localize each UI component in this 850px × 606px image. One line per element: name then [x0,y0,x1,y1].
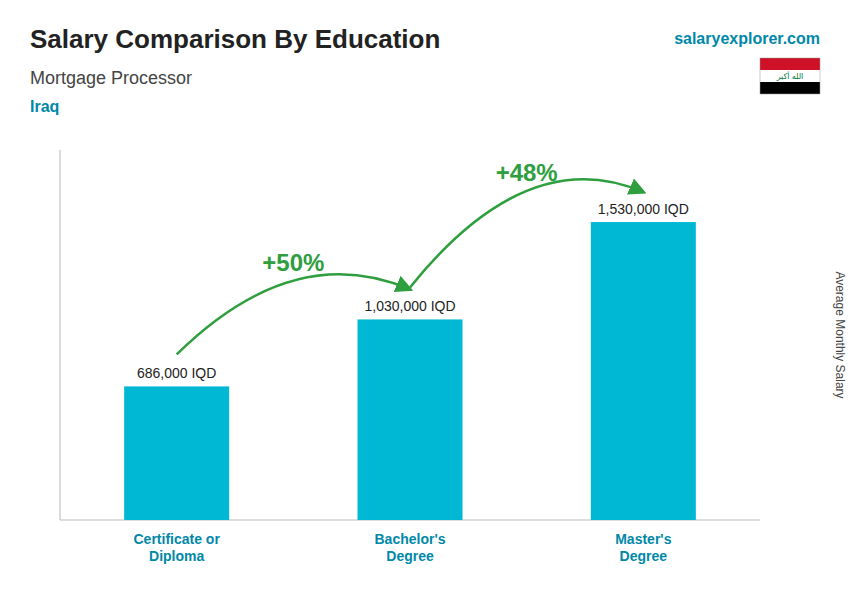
growth-arrow [410,179,643,287]
flag-text: الله أكبر [776,71,804,81]
growth-arrow [177,274,410,354]
bar [124,386,229,520]
flag: الله أكبر [760,58,820,94]
x-tick-label-line: Degree [620,548,668,564]
x-tick-label: Certificate orDiploma [133,531,220,564]
data-label: 1,030,000 IQD [364,298,455,314]
flag-border [760,58,820,94]
flag-stripe [760,82,820,94]
annotation: +48% [496,159,558,186]
data-label: 686,000 IQD [137,365,216,381]
x-tick-label-line: Degree [386,548,434,564]
x-tick-label-line: Certificate or [133,531,220,547]
title: Salary Comparison By Education [30,24,440,54]
bars [124,222,696,520]
x-tick-label-line: Diploma [149,548,204,564]
y-axis-line [60,150,61,520]
flag-stripe [760,58,820,70]
x-tick-label: Bachelor'sDegree [374,531,445,564]
source: salaryexplorer.com [674,30,820,47]
x-tick-label-line: Bachelor's [374,531,445,547]
country: Iraq [30,98,59,115]
y-axis-label: Average Monthly Salary [833,271,847,398]
x-tick-label-line: Master's [615,531,671,547]
flag-stripe [760,70,820,82]
bar [591,222,696,520]
annotation: +50% [262,249,324,276]
bar [358,319,463,520]
subtitle: Mortgage Processor [30,68,192,88]
chart: Salary Comparison By Education Mortgage P… [0,0,850,606]
x-tick-label: Master'sDegree [615,531,671,564]
data-label: 1,530,000 IQD [598,201,689,217]
